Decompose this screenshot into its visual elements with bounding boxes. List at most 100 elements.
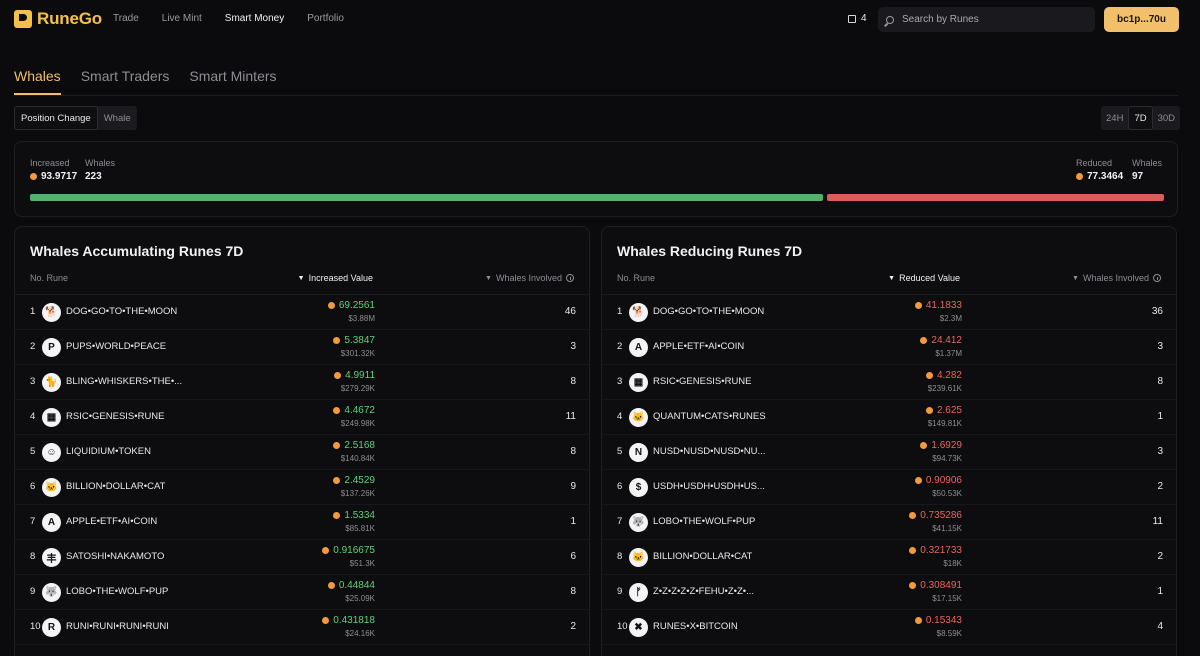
position-change-toggle[interactable]: Position Change [14, 106, 98, 130]
table-row[interactable]: 9 ᚠ Z•Z•Z•Z•Z•FEHU•Z•Z•... 0.308491 $17.15K 1 [602, 575, 1176, 610]
rank: 4 [617, 411, 623, 422]
col-whales-header[interactable]: ▼ Whales Involved [485, 273, 574, 283]
col-value-header[interactable]: ▼ Increased Value [298, 273, 373, 283]
rune-name[interactable]: DOG•GO•TO•THE•MOON [66, 306, 178, 317]
rank: 6 [617, 481, 623, 492]
rune-name[interactable]: QUANTUM•CATS•RUNES [653, 411, 766, 422]
period-selector: 24H 7D 30D [1101, 106, 1181, 130]
whales-involved: 8 [1157, 376, 1163, 387]
table-row[interactable]: 1 🐕 DOG•GO•TO•THE•MOON 41.1833 $2.3M 36 [602, 295, 1176, 330]
rune-value-text: 69.2561 [338, 300, 375, 311]
table-row[interactable]: 8 🐱 BILLION•DOLLAR•CAT 0.321733 $18K 2 [602, 540, 1176, 575]
increased-ratio-bar [30, 194, 823, 201]
rune-name[interactable]: SATOSHI•NAKAMOTO [66, 551, 165, 562]
btc-icon [334, 372, 342, 379]
search-box[interactable] [878, 7, 1095, 32]
reduced-value: 77.3464 [1076, 171, 1123, 182]
bell-icon [848, 14, 856, 23]
col-whales-header[interactable]: ▼ Whales Involved [1072, 273, 1161, 283]
rune-value: 1.5334 [333, 510, 375, 521]
table-row[interactable]: 7 🐺 LOBO•THE•WOLF•PUP 0.735286 $41.15K 11 [602, 505, 1176, 540]
rune-icon: $ [629, 478, 648, 497]
tab-smart-traders[interactable]: Smart Traders [80, 68, 170, 84]
col-value-header[interactable]: ▼ Reduced Value [888, 273, 960, 283]
table-row[interactable]: 2 A APPLE•ETF•AI•COIN 24.412 $1.37M 3 [602, 330, 1176, 365]
notifications-button[interactable]: 4 [848, 13, 867, 24]
rank: 9 [617, 586, 623, 597]
whales-involved: 11 [1152, 516, 1163, 527]
rune-name[interactable]: DOG•GO•TO•THE•MOON [653, 306, 765, 317]
table-row[interactable]: 5 ☺ LIQUIDIUM•TOKEN 2.5168 $140.84K 8 [15, 435, 589, 470]
table-row[interactable]: 8 丰 SATOSHI•NAKAMOTO 0.916675 $51.3K 6 [15, 540, 589, 575]
table-row[interactable]: 10 R RUNI•RUNI•RUNI•RUNI 0.431818 $24.16K 2 [15, 610, 589, 645]
rune-usd-value: $249.98K [340, 419, 375, 428]
rune-name[interactable]: BILLION•DOLLAR•CAT [66, 481, 166, 492]
btc-icon [333, 407, 341, 414]
rune-name[interactable]: PUPS•WORLD•PEACE [66, 341, 167, 352]
table-row[interactable]: 3 ▦ RSIC•GENESIS•RUNE 4.282 $239.61K 8 [602, 365, 1176, 400]
rank: 1 [30, 306, 36, 317]
table-row[interactable]: 4 🐱 QUANTUM•CATS•RUNES 2.625 $149.81K 1 [602, 400, 1176, 435]
rune-name[interactable]: BILLION•DOLLAR•CAT [653, 551, 753, 562]
whales-involved: 1 [1157, 411, 1163, 422]
rune-usd-value: $25.09K [345, 594, 375, 603]
col-value-text: Reduced Value [899, 273, 960, 283]
btc-icon [925, 372, 933, 379]
tab-whales[interactable]: Whales [14, 68, 61, 95]
app-logo[interactable]: RuneGo [14, 9, 102, 29]
rank: 2 [617, 341, 623, 352]
rune-name[interactable]: RUNES•X•BITCOIN [653, 621, 738, 632]
rune-name[interactable]: RSIC•GENESIS•RUNE [66, 411, 165, 422]
table-row[interactable]: 1 🐕 DOG•GO•TO•THE•MOON 69.2561 $3.88M 46 [15, 295, 589, 330]
period-30d[interactable]: 30D [1157, 112, 1176, 124]
rune-value: 0.431818 [322, 615, 375, 626]
period-7d[interactable]: 7D [1128, 106, 1153, 130]
nav-trade[interactable]: Trade [113, 13, 139, 24]
table-row[interactable]: 2 P PUPS•WORLD•PEACE 5.3847 $301.32K 3 [15, 330, 589, 365]
rank: 5 [30, 446, 36, 457]
rune-value-text: 4.9911 [345, 370, 375, 381]
tab-smart-minters[interactable]: Smart Minters [189, 68, 277, 84]
rune-usd-value: $3.88M [348, 314, 375, 323]
rune-name[interactable]: LIQUIDIUM•TOKEN [66, 446, 151, 457]
btc-icon [909, 582, 917, 589]
period-24h[interactable]: 24H [1106, 112, 1124, 124]
accumulating-panel: Whales Accumulating Runes 7D No. Rune ▼ I… [14, 226, 590, 656]
nav-portfolio[interactable]: Portfolio [307, 13, 344, 24]
rune-name[interactable]: LOBO•THE•WOLF•PUP [653, 516, 756, 527]
info-icon[interactable] [566, 274, 574, 282]
rune-icon: N [629, 443, 648, 462]
rune-name[interactable]: NUSD•NUSD•NUSD•NU... [653, 446, 766, 457]
nav-live-mint[interactable]: Live Mint [161, 13, 202, 24]
nav-smart-money[interactable]: Smart Money [224, 13, 285, 24]
runego-logo-icon [14, 10, 32, 28]
wallet-button[interactable]: bc1p...70u [1104, 7, 1179, 32]
table-row[interactable]: 7 A APPLE•ETF•AI•COIN 1.5334 $85.81K 1 [15, 505, 589, 540]
rune-name[interactable]: RUNI•RUNI•RUNI•RUNI [66, 621, 169, 632]
rune-value-text: 4.282 [936, 370, 962, 381]
rune-name[interactable]: USDH•USDH•USDH•US... [653, 481, 765, 492]
rune-name[interactable]: RSIC•GENESIS•RUNE [653, 376, 752, 387]
whale-toggle[interactable]: Whale [103, 112, 131, 124]
rank: 10 [30, 621, 41, 632]
rune-name[interactable]: APPLE•ETF•AI•COIN [653, 341, 745, 352]
rune-name[interactable]: Z•Z•Z•Z•Z•FEHU•Z•Z•... [653, 586, 755, 597]
table-row[interactable]: 10 ✖ RUNES•X•BITCOIN 0.15343 $8.59K 4 [602, 610, 1176, 645]
table-row[interactable]: 6 $ USDH•USDH•USDH•US... 0.90906 $50.53K 2 [602, 470, 1176, 505]
whales-involved: 1 [1157, 586, 1163, 597]
search-input[interactable] [902, 14, 1082, 25]
rune-name[interactable]: LOBO•THE•WOLF•PUP [66, 586, 169, 597]
table-row[interactable]: 5 N NUSD•NUSD•NUSD•NU... 1.6929 $94.73K 3 [602, 435, 1176, 470]
rune-usd-value: $2.3M [939, 314, 962, 323]
table-row[interactable]: 9 🐺 LOBO•THE•WOLF•PUP 0.44844 $25.09K 8 [15, 575, 589, 610]
rune-name[interactable]: BLING•WHISKERS•THE•... [66, 376, 183, 387]
table-row[interactable]: 6 🐱 BILLION•DOLLAR•CAT 2.4529 $137.26K 9 [15, 470, 589, 505]
rune-usd-value: $137.26K [340, 489, 375, 498]
info-icon[interactable] [1153, 274, 1161, 282]
table-row[interactable]: 3 🐈 BLING•WHISKERS•THE•... 4.9911 $279.29K 8 [15, 365, 589, 400]
rank: 9 [30, 586, 36, 597]
table-row[interactable]: 4 ▦ RSIC•GENESIS•RUNE 4.4672 $249.98K 11 [15, 400, 589, 435]
whales-involved: 8 [570, 586, 576, 597]
rune-name[interactable]: APPLE•ETF•AI•COIN [66, 516, 158, 527]
rune-value: 2.4529 [333, 475, 375, 486]
